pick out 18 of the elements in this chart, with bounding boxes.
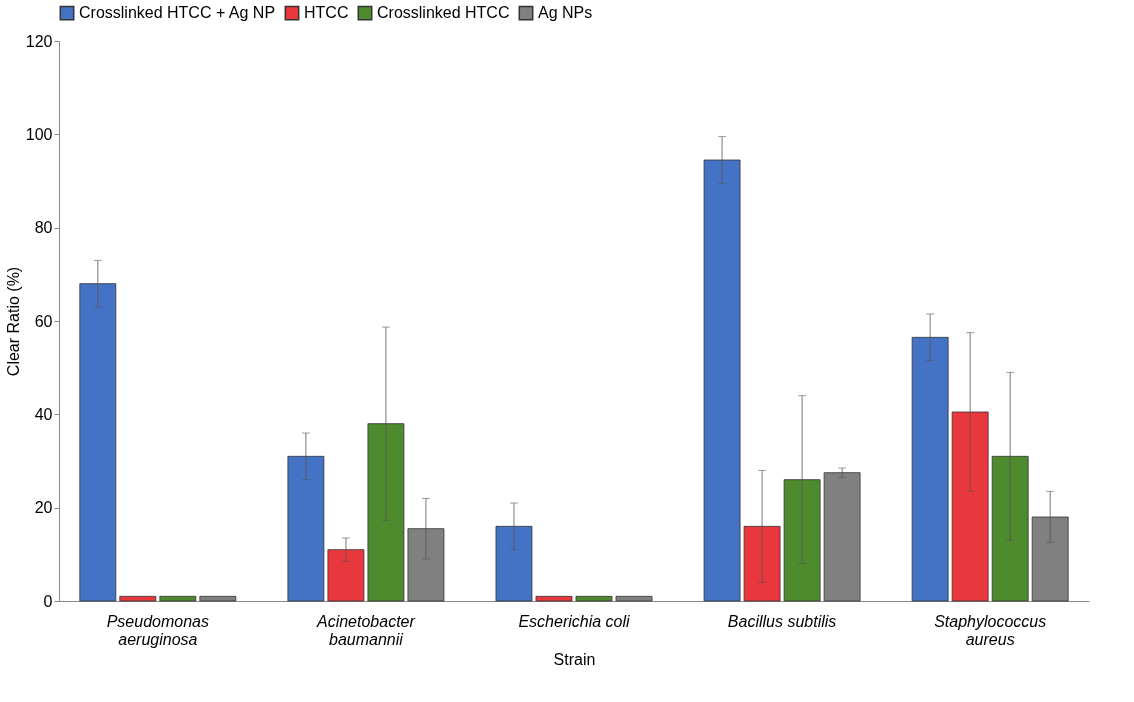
legend-label: Crosslinked HTCC: [377, 4, 510, 22]
legend-label: HTCC: [304, 4, 349, 22]
x-tick-label: Bacillus subtilis: [727, 612, 837, 630]
legend-label: Crosslinked HTCC + Ag NP: [79, 4, 276, 22]
y-axis-title: Clear Ratio (%): [4, 266, 22, 377]
y-tick-label: 40: [34, 405, 53, 423]
x-axis-title: Strain: [553, 650, 596, 668]
y-tick-label: 60: [34, 312, 53, 330]
y-tick-label: 120: [25, 32, 53, 50]
legend-label: Ag NPs: [538, 4, 593, 22]
x-tick-label: Escherichia coli: [518, 612, 631, 630]
y-tick-label: 100: [25, 125, 53, 143]
x-tick-label: Pseudomonas aeruginosa: [106, 612, 209, 648]
x-tick-label: Staphylococcus aureus: [934, 612, 1047, 648]
y-tick-label: 80: [34, 219, 53, 237]
y-tick-label: 20: [34, 499, 53, 517]
y-tick-label: 0: [43, 592, 53, 610]
x-tick-label: Acinetobacter baumannii: [316, 612, 416, 648]
